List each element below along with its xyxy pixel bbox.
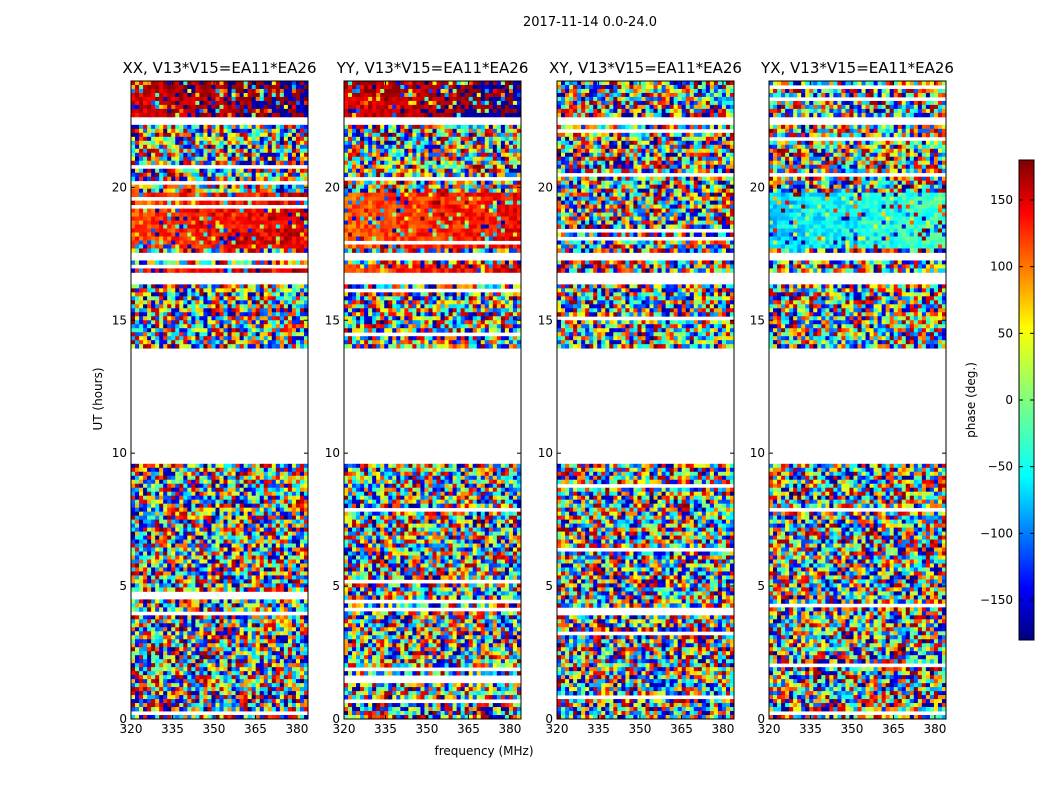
x-tick-label: 335 (587, 722, 610, 736)
y-tick-label: 20 (750, 180, 765, 194)
x-tick-label: 350 (416, 722, 439, 736)
y-tick-label: 20 (325, 180, 340, 194)
colorbar-tick-label: 50 (998, 326, 1013, 340)
y-tick-label: 15 (325, 313, 340, 327)
colorbar: 150 100 50 0 −50 −100 −150 phase (deg.) (964, 160, 1034, 640)
x-tick-label: 335 (161, 722, 184, 736)
colorbar-tick-label: −50 (988, 460, 1013, 474)
y-tick-label: 5 (332, 579, 340, 593)
y-tick-label: 5 (119, 579, 127, 593)
x-tick-label: 365 (670, 722, 693, 736)
y-tick-label: 20 (538, 180, 553, 194)
x-tick-label: 350 (841, 722, 864, 736)
x-tick-label: 380 (498, 722, 521, 736)
colorbar-tick-label: −100 (980, 526, 1013, 540)
x-tick-label: 350 (629, 722, 652, 736)
y-tick-label: 10 (538, 446, 553, 460)
panel-title: YY, V13*V15=EA11*EA26 (336, 59, 529, 77)
panel-title: XX, V13*V15=EA11*EA26 (122, 59, 316, 77)
colorbar-tick-label: 0 (1005, 393, 1013, 407)
panel-title: XY, V13*V15=EA11*EA26 (549, 59, 742, 77)
y-tick-label: 0 (119, 712, 127, 726)
y-tick-label: 10 (325, 446, 340, 460)
colorbar-tick-label: −150 (980, 593, 1013, 607)
y-tick-label: 0 (332, 712, 340, 726)
y-axis-label: UT (hours) (91, 367, 105, 430)
x-tick-label: 350 (203, 722, 226, 736)
x-tick-label: 380 (711, 722, 734, 736)
x-tick-label: 380 (923, 722, 946, 736)
y-tick-label: 5 (545, 579, 553, 593)
figure-suptitle: 2017-11-14 0.0-24.0 (523, 15, 657, 30)
y-tick-label: 20 (112, 180, 127, 194)
colorbar-tick-label: 100 (990, 260, 1013, 274)
y-tick-label: 10 (112, 446, 127, 460)
x-tick-label: 380 (285, 722, 308, 736)
panel-title: YX, V13*V15=EA11*EA26 (760, 59, 954, 77)
y-tick-label: 0 (545, 712, 553, 726)
colorbar-label: phase (deg.) (964, 362, 978, 438)
y-tick-label: 15 (112, 313, 127, 327)
x-tick-label: 365 (457, 722, 480, 736)
y-tick-label: 15 (750, 313, 765, 327)
x-tick-label: 335 (799, 722, 822, 736)
y-tick-label: 15 (538, 313, 553, 327)
x-tick-label: 365 (882, 722, 905, 736)
y-tick-label: 10 (750, 446, 765, 460)
x-tick-label: 365 (244, 722, 267, 736)
colorbar-tick-label: 150 (990, 193, 1013, 207)
y-tick-label: 5 (757, 579, 765, 593)
y-tick-label: 0 (757, 712, 765, 726)
x-tick-label: 335 (374, 722, 397, 736)
x-axis-label: frequency (MHz) (434, 744, 533, 758)
